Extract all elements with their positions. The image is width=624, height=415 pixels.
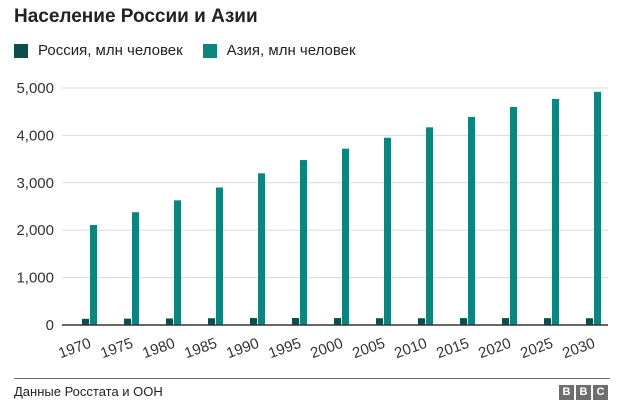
russia-bar — [166, 318, 173, 325]
russia-bar — [460, 318, 467, 325]
asia-bar — [594, 91, 601, 326]
x-tick-label: 2005 — [350, 335, 387, 362]
x-tick-label: 2000 — [308, 335, 345, 362]
russia-bar — [544, 318, 551, 325]
y-tick-label: 2,000 — [16, 222, 54, 239]
asia-bar — [174, 200, 181, 325]
russia-bar — [82, 318, 89, 325]
x-tick-label: 1990 — [224, 335, 261, 362]
grid-layer — [62, 87, 608, 279]
x-tick-label: 1985 — [182, 335, 219, 362]
asia-bar — [426, 127, 433, 325]
russia-bar — [586, 318, 593, 325]
legend-swatch-asia — [202, 43, 217, 58]
russia-bar — [334, 318, 341, 325]
y-tick-label: 1,000 — [16, 270, 54, 287]
legend-label-asia: Азия, млн человек — [226, 42, 356, 59]
bbc-logo-letter: B — [576, 385, 591, 400]
legend-label-russia: Россия, млн человек — [38, 42, 183, 59]
y-tick-label: 5,000 — [16, 80, 54, 97]
x-tick-label: 1970 — [56, 335, 93, 362]
asia-bar — [216, 187, 223, 325]
russia-bar — [124, 318, 131, 325]
x-tick-label: 2025 — [518, 335, 555, 362]
y-tick-label: 4,000 — [16, 127, 54, 144]
x-tick-label: 2020 — [476, 335, 513, 362]
asia-bar — [510, 106, 517, 326]
asia-bar — [132, 212, 139, 325]
x-tick-label: 1995 — [266, 335, 303, 362]
chart-title: Население России и Азии — [14, 6, 258, 27]
source-note: Данные Росстата и ООН — [14, 384, 163, 399]
bbc-logo-letter: C — [593, 385, 608, 400]
asia-bar — [90, 224, 97, 325]
asia-bar — [384, 137, 391, 325]
x-tick-label: 2030 — [560, 335, 597, 362]
footer-divider — [14, 378, 610, 379]
x-tick-label: 1975 — [98, 335, 135, 362]
asia-bar — [258, 173, 265, 325]
asia-bar — [468, 116, 475, 325]
legend: Россия, млн человек Азия, млн человек — [14, 42, 376, 59]
asia-bar — [342, 148, 349, 325]
russia-bar — [376, 318, 383, 325]
legend-swatch-russia — [14, 43, 28, 58]
x-tick-label: 2010 — [392, 335, 429, 362]
bar-layer — [82, 91, 601, 326]
x-tick-label: 1980 — [140, 335, 177, 362]
russia-bar — [208, 318, 215, 325]
asia-bar — [300, 160, 307, 325]
bbc-logo: B B C — [559, 385, 608, 400]
bbc-logo-letter: B — [559, 385, 574, 400]
russia-bar — [292, 317, 299, 325]
russia-bar — [418, 318, 425, 325]
legend-item-russia: Россия, млн человек — [14, 42, 183, 59]
russia-bar — [250, 317, 257, 325]
russia-bar — [502, 318, 509, 325]
x-tick-label: 2015 — [434, 335, 471, 362]
y-tick-label: 0 — [46, 317, 54, 334]
y-tick-label: 3,000 — [16, 175, 54, 192]
asia-bar — [552, 98, 559, 325]
legend-item-asia: Азия, млн человек — [202, 42, 356, 59]
